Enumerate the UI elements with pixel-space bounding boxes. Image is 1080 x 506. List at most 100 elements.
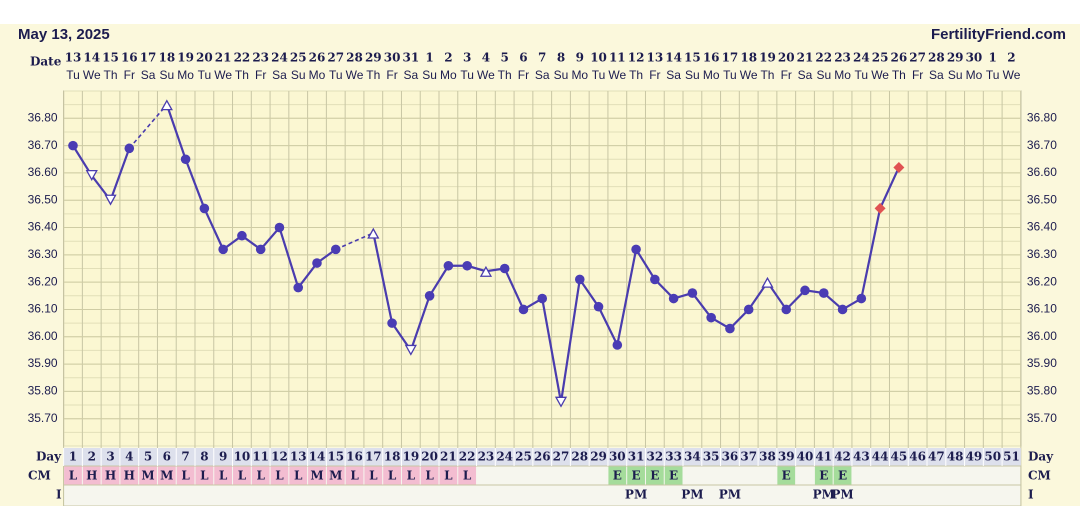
date-label: 19 bbox=[177, 51, 194, 65]
temp-dot bbox=[124, 143, 135, 154]
weekday-label: We bbox=[477, 68, 495, 82]
weekday-label: We bbox=[608, 68, 626, 82]
day-label: 45 bbox=[891, 450, 908, 464]
cm-label: L bbox=[463, 469, 472, 483]
temp-dot bbox=[856, 293, 867, 304]
date-label: 17 bbox=[140, 51, 157, 65]
date-label: 5 bbox=[501, 51, 509, 65]
temp-dot bbox=[818, 288, 829, 298]
date-label: 16 bbox=[703, 51, 720, 65]
gap-bridge bbox=[128, 104, 168, 149]
y-tick-label-right: 36.50 bbox=[1027, 192, 1057, 206]
i-row bbox=[63, 484, 1022, 506]
temp-dot bbox=[180, 154, 191, 165]
temp-dot bbox=[255, 244, 266, 255]
date-label: 28 bbox=[928, 51, 945, 65]
day-label: 1 bbox=[69, 450, 77, 464]
y-tick-label: 36.50 bbox=[28, 192, 58, 206]
date-label: 24 bbox=[853, 51, 870, 65]
cm-label: L bbox=[275, 469, 284, 483]
cm-cell bbox=[176, 466, 195, 485]
day-label: 48 bbox=[947, 450, 964, 464]
date-label: 2 bbox=[1007, 51, 1015, 65]
date-label: 8 bbox=[557, 51, 565, 65]
day-label: 41 bbox=[815, 450, 832, 464]
cm-cell bbox=[345, 466, 364, 485]
cm-cell bbox=[814, 466, 833, 485]
weekday-label: Su bbox=[422, 68, 437, 82]
y-tick-label-right: 36.20 bbox=[1027, 274, 1057, 288]
date-label: 18 bbox=[158, 51, 175, 65]
weekday-label: Th bbox=[366, 68, 380, 82]
weekday-label: Sa bbox=[141, 68, 156, 82]
day-label: 42 bbox=[834, 450, 851, 464]
date-label: 10 bbox=[590, 51, 607, 65]
y-tick-label: 36.40 bbox=[28, 220, 58, 234]
cm-cell bbox=[289, 466, 308, 485]
weekday-label: Su bbox=[159, 68, 174, 82]
weekday-label: Tu bbox=[723, 68, 737, 82]
date-label: 7 bbox=[538, 51, 546, 65]
day-row-label: Day bbox=[36, 450, 62, 464]
day-label: 40 bbox=[797, 450, 814, 464]
y-tick-label: 36.30 bbox=[28, 247, 58, 261]
date-label: 25 bbox=[290, 51, 307, 65]
cm-row-label: CM bbox=[28, 469, 51, 483]
cm-cell bbox=[157, 466, 176, 485]
day-label: 26 bbox=[534, 450, 551, 464]
date-label: 13 bbox=[647, 51, 664, 65]
date-label: 12 bbox=[628, 51, 645, 65]
weekday-label: Sa bbox=[666, 68, 681, 82]
cm-label: M bbox=[141, 469, 154, 483]
day-label: 19 bbox=[402, 450, 419, 464]
cm-label: L bbox=[294, 469, 303, 483]
temp-dot bbox=[293, 282, 304, 293]
weekday-label: Th bbox=[235, 68, 249, 82]
temp-dot bbox=[593, 301, 604, 312]
weekday-label: Fr bbox=[912, 68, 923, 82]
temp-dot bbox=[781, 304, 792, 315]
y-tick-label: 35.90 bbox=[28, 356, 58, 370]
date-label: 15 bbox=[102, 51, 119, 65]
date-label: 11 bbox=[609, 51, 626, 65]
day-label: 14 bbox=[309, 450, 326, 464]
date-label: 29 bbox=[365, 51, 382, 65]
date-label: 20 bbox=[778, 51, 795, 65]
cm-cell bbox=[458, 466, 477, 485]
day-label: 27 bbox=[553, 450, 570, 464]
day-label: 34 bbox=[684, 450, 701, 464]
weekday-label: Th bbox=[104, 68, 118, 82]
day-label: 38 bbox=[759, 450, 776, 464]
day-label: 39 bbox=[778, 450, 795, 464]
cm-cell bbox=[101, 466, 120, 485]
y-tick-label: 36.10 bbox=[28, 302, 58, 316]
weekday-label: Fr bbox=[255, 68, 266, 82]
weekday-label: Sa bbox=[929, 68, 944, 82]
date-label: 21 bbox=[215, 51, 232, 65]
discarded-temp bbox=[761, 276, 774, 288]
day-label: 7 bbox=[181, 450, 189, 464]
weekday-label: Sa bbox=[535, 68, 550, 82]
date-label: 19 bbox=[759, 51, 776, 65]
day-label: 30 bbox=[609, 450, 626, 464]
discarded-temp bbox=[554, 396, 568, 408]
cm-label: H bbox=[86, 469, 97, 483]
weekday-label: Mo bbox=[834, 68, 851, 82]
weekday-label: Su bbox=[816, 68, 831, 82]
cm-label: E bbox=[632, 469, 641, 483]
date-label: 20 bbox=[196, 51, 213, 65]
day-label: 24 bbox=[496, 450, 513, 464]
cm-label: L bbox=[219, 469, 228, 483]
day-label: 23 bbox=[478, 450, 495, 464]
cm-cell bbox=[364, 466, 383, 485]
cm-cell bbox=[645, 466, 664, 485]
weekday-label: Su bbox=[948, 68, 963, 82]
date-label: 31 bbox=[402, 51, 419, 65]
date-label: 3 bbox=[463, 51, 471, 65]
temp-dot bbox=[687, 288, 698, 298]
cm-label: M bbox=[329, 469, 342, 483]
y-tick-label: 36.70 bbox=[28, 138, 58, 152]
day-label: 28 bbox=[571, 450, 588, 464]
cm-label: L bbox=[238, 469, 247, 483]
